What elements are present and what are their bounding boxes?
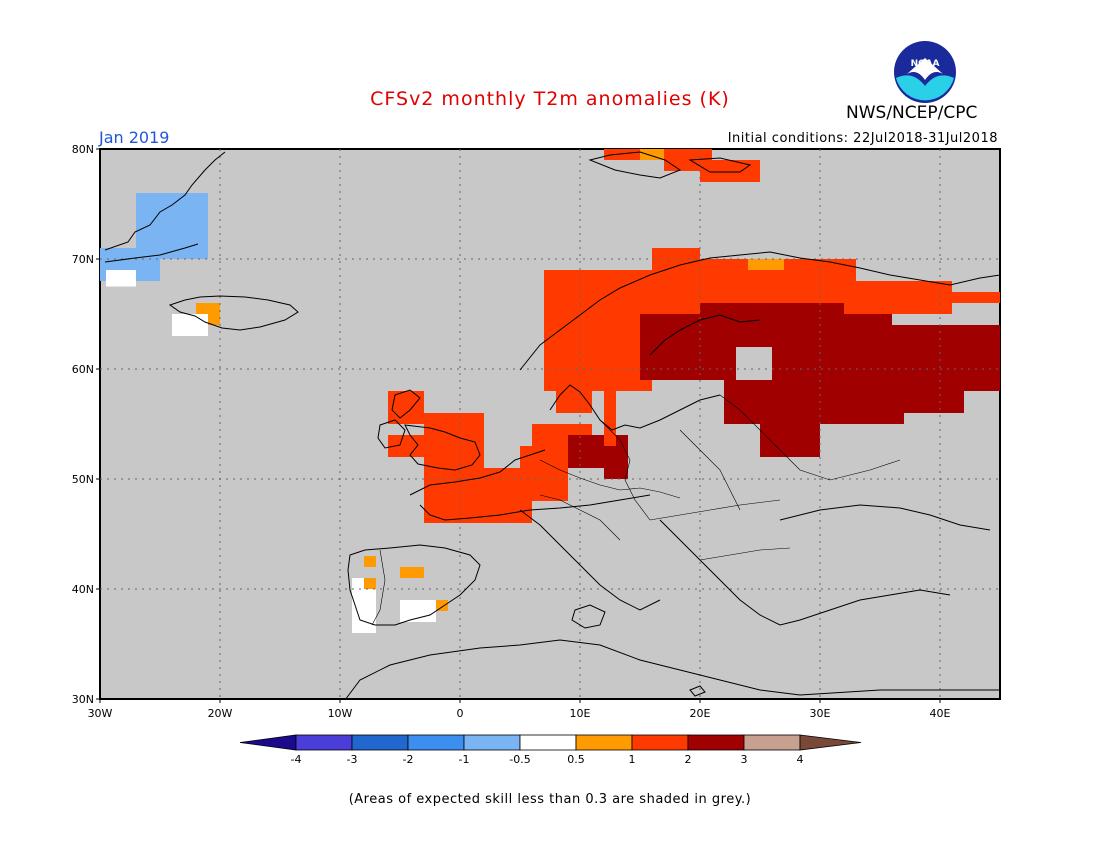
anomaly-cell [106,270,136,287]
anomaly-cell [844,281,904,314]
anomaly-cell [604,391,616,446]
legend-box [743,734,801,751]
lon-label: 20E [690,707,711,720]
initial-conditions: Initial conditions: 22Jul2018-31Jul2018 [727,131,998,146]
lon-label: 30W [88,707,113,720]
lat-label: 70N [72,253,94,266]
color-legend: -4 -3 -2 -1 -0.5 0.5 1 2 3 4 [239,734,862,766]
anomaly-cell [868,336,964,413]
noaa-logo: NOAA [894,41,956,103]
legend-label: 3 [741,753,748,766]
anomaly-cell [436,600,448,611]
legend-box [295,734,353,751]
lat-label: 80N [72,143,94,156]
legend-box [519,734,577,751]
legend-label: -1 [459,753,470,766]
latitude-labels: 80N 70N 60N 50N 40N 30N [72,143,100,706]
grid-lines [100,149,1000,699]
legend-label: -4 [291,753,302,766]
lon-label: 30E [810,707,831,720]
anomaly-cell [400,600,436,622]
borders [371,394,901,626]
anomaly-cell [544,270,652,391]
legend-label: 4 [797,753,804,766]
anomaly-map: 80N 70N 60N 50N 40N 30N 30W 20W 10W 0 10E 20E 30E 40… [72,143,1001,720]
lon-label: 0 [457,707,464,720]
longitude-labels: 30W 20W 10W 0 10E 20E 30E 40E [88,699,951,720]
anomaly-cell [976,325,1000,369]
anomaly-cell [364,578,376,589]
anomaly-cell [172,314,208,336]
legend-box [687,734,745,751]
organization-label: NWS/NCEP/CPC [846,103,978,123]
lon-label: 20W [208,707,233,720]
forecast-month: Jan 2019 [99,128,170,147]
legend-arrow-left [239,734,297,751]
anomaly-cell [760,413,820,457]
legend-label: -3 [347,753,358,766]
legend-box [463,734,521,751]
legend-label: 1 [629,753,636,766]
anomaly-cell [388,391,424,424]
lon-label: 10E [570,707,591,720]
anomaly-cell [364,556,376,567]
legend-label: -0.5 [509,753,530,766]
anomaly-cell [748,259,784,270]
anomaly-cell [640,149,664,160]
anomaly-cell [604,457,628,479]
map-title: CFSv2 monthly T2m anomalies (K) [370,88,730,110]
anomaly-cell [424,468,532,523]
legend-label: -2 [403,753,414,766]
anomaly-cell [940,292,1000,303]
lon-label: 10W [328,707,353,720]
legend-label: 0.5 [567,753,585,766]
lat-label: 40N [72,583,94,596]
anomaly-cell [604,149,664,160]
lat-label: 50N [72,473,94,486]
anomaly-cell [700,160,760,182]
legend-arrow-right [799,734,862,751]
lat-label: 30N [72,693,94,706]
legend-box [575,734,633,751]
legend-box [631,734,689,751]
legend-box [351,734,409,751]
noaa-logo-text: NOAA [911,59,940,69]
skill-footnote: (Areas of expected skill less than 0.3 a… [348,792,752,807]
anomaly-cell [400,567,424,578]
anomaly-cells [100,149,1000,633]
coastlines [104,151,1001,701]
legend-box [407,734,465,751]
legend-label: 2 [685,753,692,766]
lat-label: 60N [72,363,94,376]
lon-label: 40E [930,707,951,720]
